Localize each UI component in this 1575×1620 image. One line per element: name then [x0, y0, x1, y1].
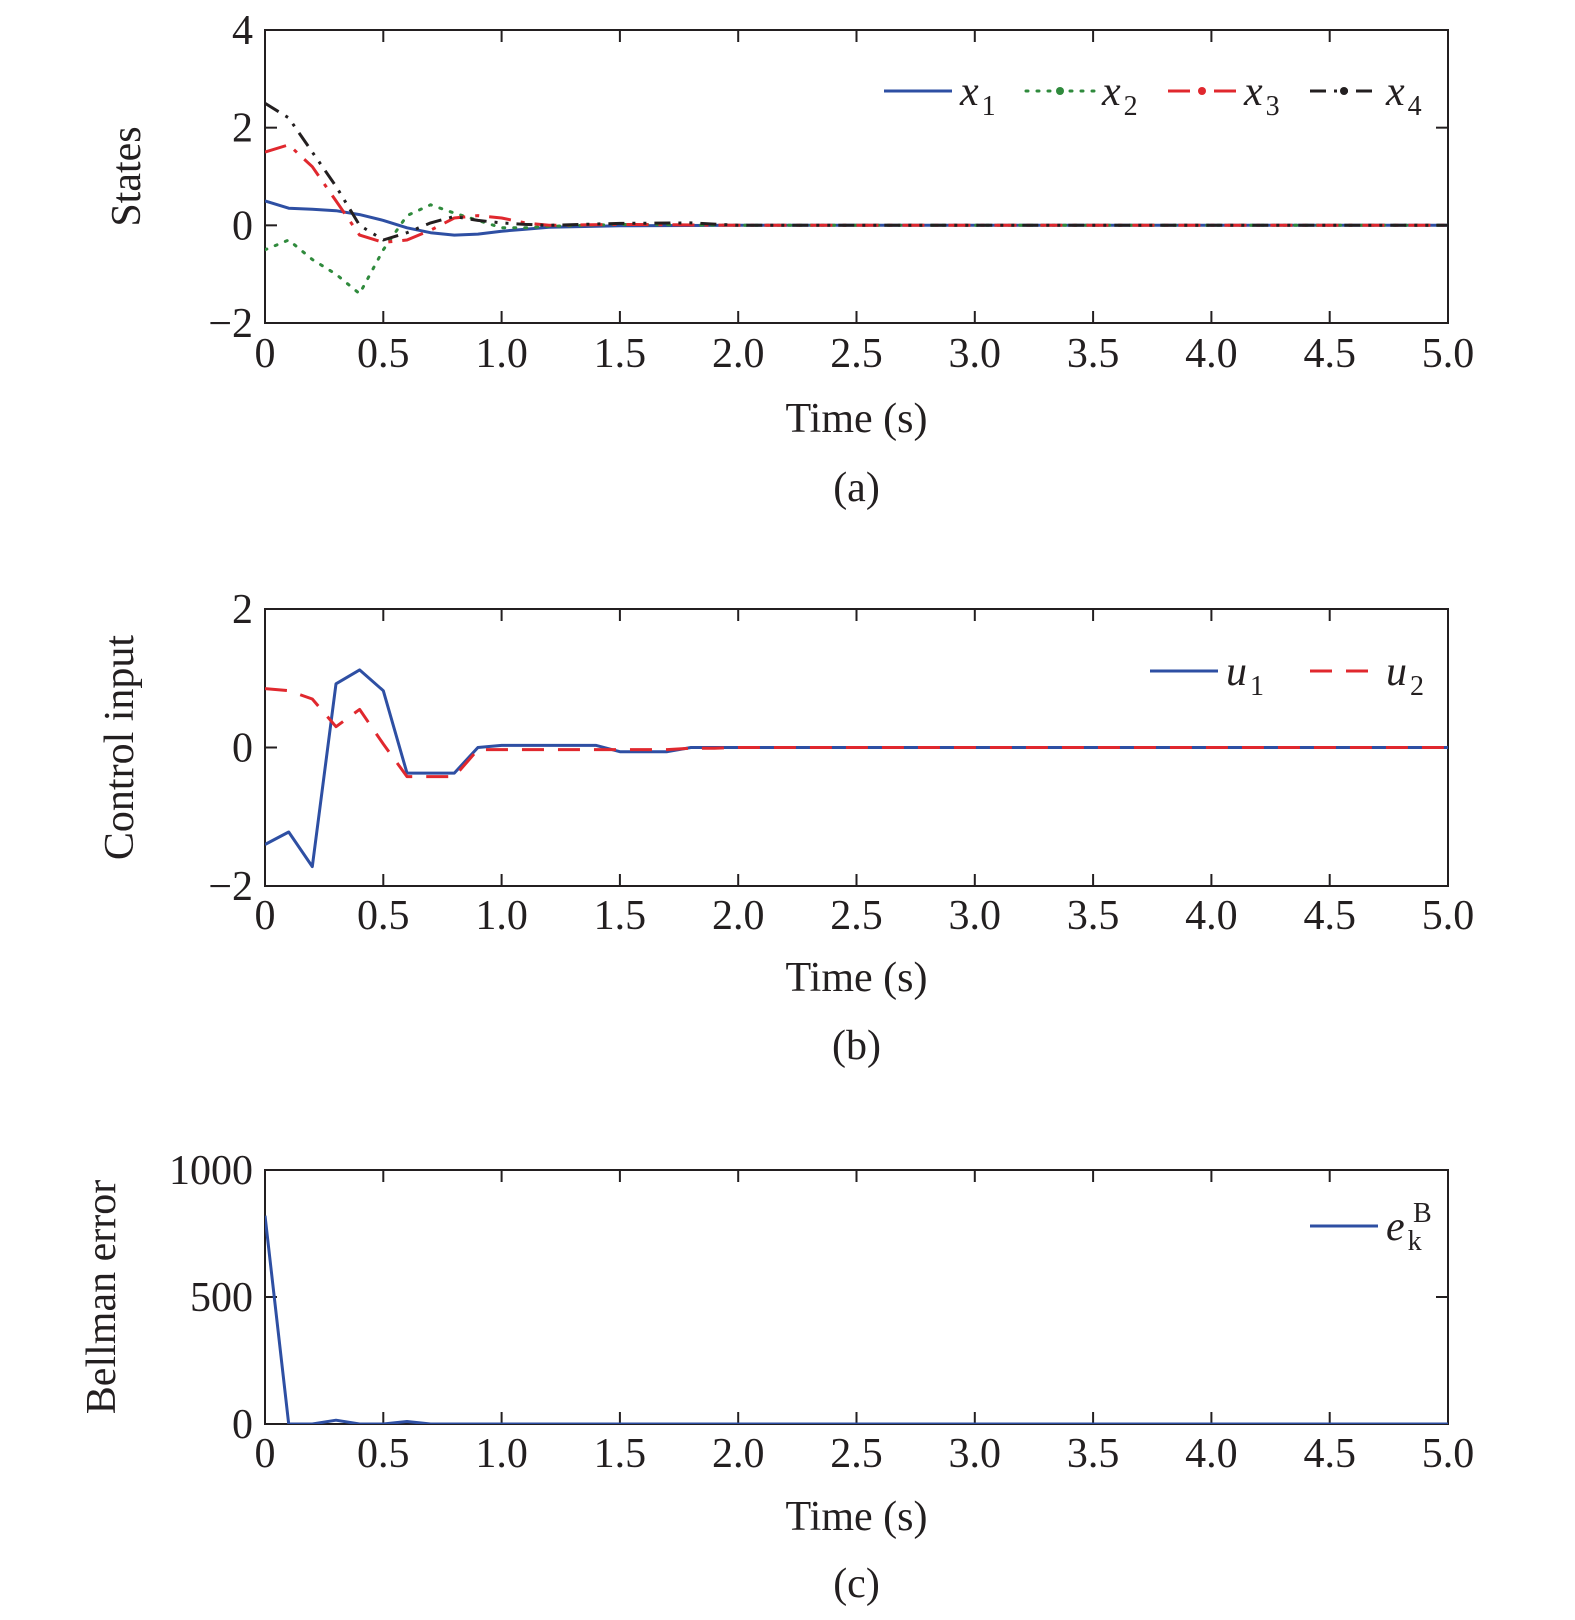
x-tick-label: 2.0 [712, 331, 765, 377]
legend-label-subscript: 1 [1250, 671, 1264, 702]
legend-label-main: u [1226, 649, 1247, 695]
series-line-x3 [265, 143, 1448, 244]
x-tick-label: 2.5 [830, 893, 883, 939]
chart-panel-a: 0 0.5 1.0 1.5 2.0 2.5 3.0 3.5 4.0 4.5 5.0−2024Time… [104, 8, 1474, 511]
x-tick-label: 0 [255, 893, 276, 939]
x-tick-label: 1.0 [475, 331, 528, 377]
series-line-u1 [265, 668, 1448, 869]
x-tick-label: 1.0 [475, 1431, 528, 1477]
y-tick-label: 0 [232, 1402, 253, 1448]
x-tick-label: 3.0 [949, 1431, 1002, 1477]
y-axis-label: States [104, 126, 150, 226]
x-tick-label: 0.5 [357, 1431, 410, 1477]
y-tick-label: −2 [208, 864, 253, 910]
legend-marker [1340, 87, 1348, 95]
x-tick-label: 3.5 [1067, 893, 1120, 939]
y-tick-label: 500 [190, 1275, 253, 1321]
series-line-ek [265, 1215, 1448, 1424]
y-axis-label: Control input [97, 635, 143, 861]
x-tick-label: 4.5 [1303, 1431, 1356, 1477]
x-axis-label: Time (s) [786, 955, 928, 1001]
x-tick-label: 2.0 [712, 893, 765, 939]
x-axis-label: Time (s) [786, 1494, 928, 1540]
y-axis-label: Bellman error [79, 1180, 125, 1414]
series-line-u2 [265, 687, 1448, 779]
x-tick-label: 0 [255, 331, 276, 377]
x-tick-label: 1.5 [594, 1431, 647, 1477]
x-tick-label: 3.5 [1067, 1431, 1120, 1477]
legend-marker [1056, 87, 1064, 95]
x-axis-label: Time (s) [786, 396, 928, 442]
x-tick-label: 3.0 [949, 331, 1002, 377]
y-tick-label: 1000 [169, 1148, 253, 1194]
x-tick-label: 0.5 [357, 331, 410, 377]
legend-label-subscript: 1 [982, 91, 996, 122]
x-tick-label: 5.0 [1422, 331, 1475, 377]
chart-panel-c: 0 0.5 1.0 1.5 2.0 2.5 3.0 3.5 4.0 4.5 5.0 0 500 1000 T… [79, 1148, 1474, 1607]
series-line-x4 [265, 102, 1448, 242]
legend-label-subscript: 2 [1124, 91, 1138, 122]
x-tick-label: 2.5 [830, 1431, 883, 1477]
legend-label-main: x [1385, 69, 1405, 115]
x-tick-label: 1.5 [594, 893, 647, 939]
legend: e kB [1310, 1198, 1432, 1257]
panel-caption: (a) [833, 465, 880, 511]
x-tick-label: 0.5 [357, 893, 410, 939]
x-tick-label: 1.0 [475, 893, 528, 939]
y-tick-label: 2 [232, 106, 253, 152]
y-tick-label: 0 [232, 726, 253, 772]
legend-label-main: x [959, 69, 979, 115]
panel-caption: (c) [833, 1561, 880, 1607]
legend-marker [1198, 87, 1206, 95]
x-tick-label: 0 [255, 1431, 276, 1477]
x-tick-label: 5.0 [1422, 1431, 1475, 1477]
y-tick-label: 2 [232, 587, 253, 633]
legend-label-main: x [1101, 69, 1121, 115]
x-tick-label: 4.5 [1303, 331, 1356, 377]
x-tick-label: 2.0 [712, 1431, 765, 1477]
x-tick-label: 1.5 [594, 331, 647, 377]
x-tick-label: 4.0 [1185, 331, 1238, 377]
x-tick-label: 4.5 [1303, 893, 1356, 939]
y-tick-label: −2 [208, 301, 253, 347]
x-tick-label: 3.0 [949, 893, 1002, 939]
legend-label-main: u [1386, 649, 1407, 695]
panel-caption: (b) [832, 1023, 881, 1069]
x-tick-label: 4.0 [1185, 893, 1238, 939]
plot-frame [264, 29, 1449, 324]
plot-frame [264, 1169, 1449, 1425]
legend-label-subscript: 4 [1408, 91, 1422, 122]
y-tick-label: 0 [232, 203, 253, 249]
legend-label-subscript: k [1408, 1226, 1422, 1257]
legend-label-subscript: 3 [1266, 91, 1280, 122]
y-tick-label: 4 [232, 8, 253, 54]
legend-label-main: x [1243, 69, 1263, 115]
legend-label-main: e [1386, 1204, 1405, 1250]
x-tick-label: 4.0 [1185, 1431, 1238, 1477]
x-tick-label: 2.5 [830, 331, 883, 377]
series-line-x2 [265, 203, 1448, 296]
legend-label-superscript: B [1413, 1198, 1432, 1229]
x-tick-label: 5.0 [1422, 893, 1475, 939]
series-line-x1 [265, 199, 1448, 237]
chart-panel-b: 0 0.5 1.0 1.5 2.0 2.5 3.0 3.5 4.0 4.5 5.0−202Time … [97, 587, 1474, 1069]
x-tick-label: 3.5 [1067, 331, 1120, 377]
legend-label-subscript: 2 [1410, 671, 1424, 702]
